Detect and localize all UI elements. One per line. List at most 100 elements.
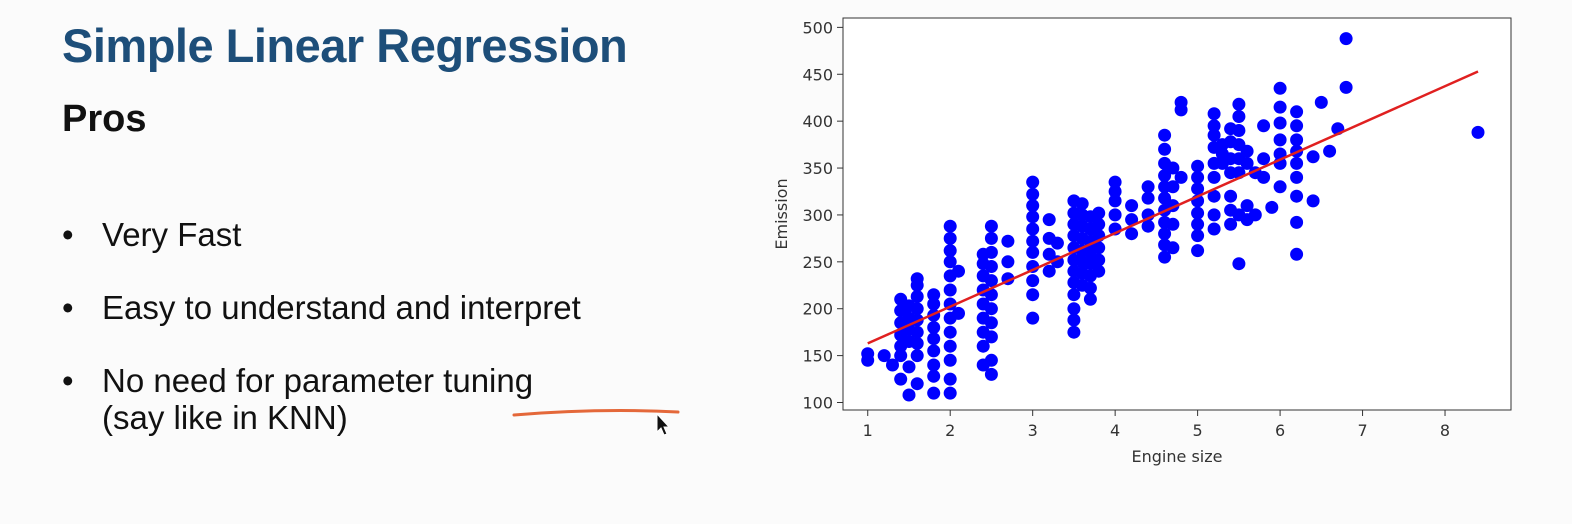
data-point: [1273, 100, 1287, 114]
data-point: [984, 316, 998, 330]
data-point: [943, 244, 957, 258]
x-tick-label: 5: [1193, 421, 1203, 440]
data-point: [1001, 255, 1015, 269]
data-point: [1232, 110, 1246, 123]
data-point: [1042, 247, 1056, 261]
data-point: [1323, 144, 1337, 158]
x-tick-label: 4: [1110, 421, 1120, 440]
data-point: [1207, 107, 1221, 121]
data-point: [943, 339, 957, 353]
data-point: [1125, 199, 1139, 213]
data-point: [927, 344, 941, 358]
data-point: [927, 288, 941, 302]
data-point: [1075, 197, 1089, 211]
data-point: [1290, 133, 1304, 147]
data-point: [1339, 80, 1353, 94]
data-point: [1240, 144, 1254, 158]
data-point: [1265, 200, 1279, 214]
data-point: [1141, 191, 1155, 205]
data-point: [910, 272, 924, 286]
data-point: [1207, 119, 1221, 133]
data-point: [1191, 229, 1205, 243]
data-point: [1257, 152, 1271, 166]
data-point: [1166, 180, 1180, 194]
data-point: [1042, 213, 1056, 227]
data-point: [1108, 175, 1122, 189]
data-point: [1158, 142, 1172, 156]
data-point: [943, 353, 957, 367]
data-point: [1290, 247, 1304, 261]
data-point: [943, 325, 957, 339]
data-point: [1166, 241, 1180, 255]
data-point: [984, 274, 998, 288]
x-tick-label: 3: [1028, 421, 1038, 440]
bullet-dot: •: [62, 362, 74, 399]
data-point: [1240, 156, 1254, 170]
data-point: [1026, 245, 1040, 259]
data-point: [943, 219, 957, 233]
bullet-dot: •: [62, 216, 74, 253]
data-point: [1257, 119, 1271, 133]
data-point: [1067, 288, 1081, 302]
data-point: [1001, 234, 1015, 248]
data-point: [1290, 215, 1304, 229]
data-point: [1026, 274, 1040, 288]
data-point: [1306, 150, 1320, 164]
y-tick-label: 250: [802, 253, 833, 272]
regression-line: [867, 70, 1479, 345]
data-point: [984, 353, 998, 367]
data-point: [1191, 170, 1205, 184]
data-point: [1026, 222, 1040, 236]
y-tick-label: 150: [802, 347, 833, 366]
x-tick-label: 7: [1357, 421, 1367, 440]
list-item: • Easy to understand and interpret: [62, 289, 581, 326]
data-point: [927, 297, 941, 311]
data-point: [1257, 170, 1271, 184]
data-point: [1092, 241, 1106, 255]
data-point: [1026, 210, 1040, 224]
data-point: [943, 231, 957, 245]
data-point: [877, 349, 891, 363]
data-point: [1207, 222, 1221, 236]
x-axis-label: Engine size: [1132, 447, 1223, 466]
data-point: [952, 306, 965, 320]
data-point: [927, 358, 941, 372]
annotation-underline: [512, 409, 680, 417]
plot-area: [842, 17, 1512, 411]
data-point: [1026, 187, 1040, 201]
y-tick-label: 400: [802, 112, 833, 131]
data-point: [1273, 116, 1287, 130]
data-point: [1224, 189, 1238, 203]
data-point: [1273, 133, 1287, 147]
data-point: [943, 283, 957, 297]
data-point: [1306, 194, 1320, 208]
data-point: [1166, 161, 1180, 175]
data-point: [1158, 128, 1172, 142]
data-point: [1224, 217, 1238, 231]
data-point: [902, 388, 916, 402]
data-point: [1290, 156, 1304, 170]
data-point: [984, 245, 998, 259]
pros-list: • Very Fast • Easy to understand and int…: [62, 216, 581, 472]
data-point: [1092, 206, 1106, 220]
data-point: [1083, 292, 1097, 306]
data-points: [861, 32, 1485, 402]
data-point: [984, 219, 998, 233]
data-point: [894, 349, 908, 363]
bullet-dot: •: [62, 289, 74, 326]
data-point: [886, 358, 899, 372]
data-point: [894, 372, 908, 386]
x-tick-label: 2: [945, 421, 955, 440]
y-tick-label: 350: [802, 159, 833, 178]
data-point: [1026, 288, 1040, 302]
data-point: [910, 336, 924, 350]
data-point: [1471, 125, 1485, 139]
data-point: [1339, 32, 1353, 46]
data-point: [1290, 170, 1304, 184]
data-point: [1207, 128, 1221, 142]
annotation-layer: [512, 409, 680, 436]
data-point: [943, 372, 957, 386]
data-point: [943, 255, 957, 269]
scatter-chart: 1 2 3 4 5 6 7 8 100 150 200 250 300 350 400 450 500 Engi…: [772, 17, 1512, 466]
